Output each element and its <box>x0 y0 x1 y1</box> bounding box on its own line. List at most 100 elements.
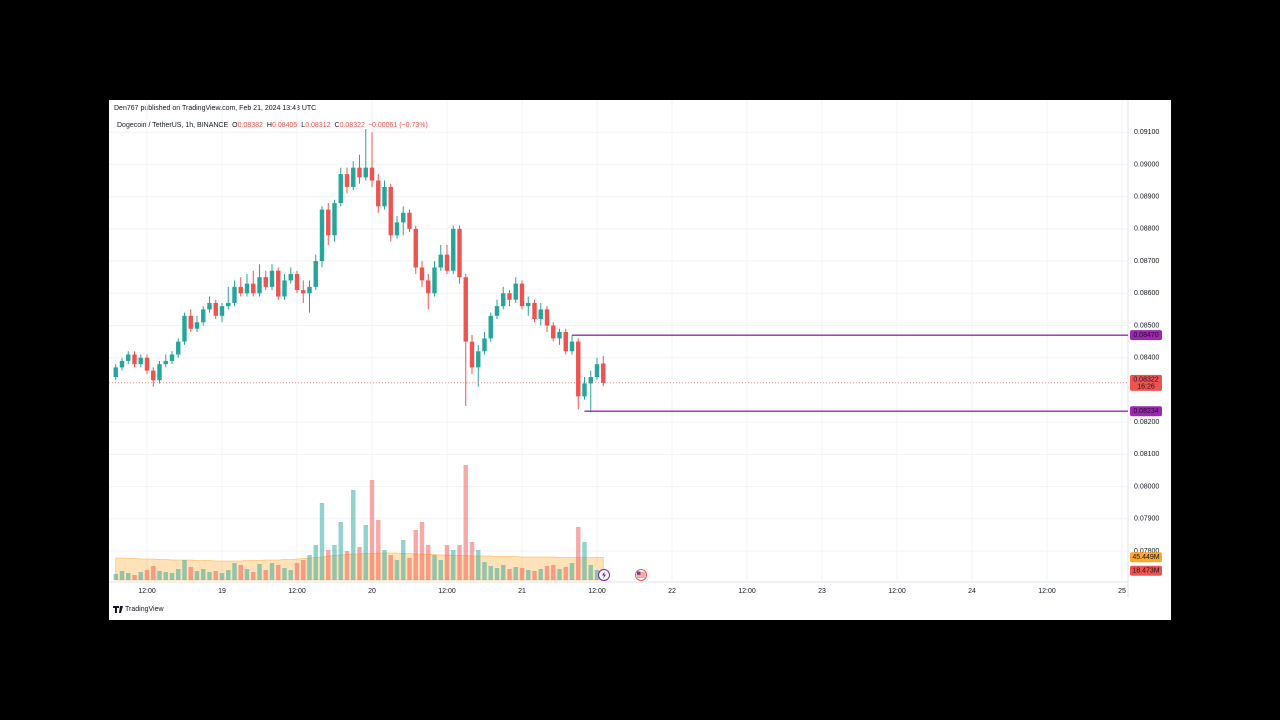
volume-label: 18.473M <box>1132 568 1159 575</box>
volume-bar <box>463 465 468 580</box>
volume-bar <box>232 563 237 580</box>
footer: TradingView <box>125 606 164 613</box>
volume-bar <box>563 567 568 580</box>
candle-body <box>469 341 475 368</box>
candle-body <box>244 283 250 294</box>
x-tick-label: 20 <box>368 588 376 595</box>
volume-bar <box>426 545 431 580</box>
volume-bar <box>432 555 437 580</box>
y-tick-label: 0.08800 <box>1134 226 1159 233</box>
candle-body <box>551 325 556 339</box>
volume-bar <box>182 560 187 580</box>
volume-bar <box>394 560 400 580</box>
candle-body <box>482 338 487 352</box>
volume-bar <box>238 565 243 580</box>
volume-bar <box>269 563 275 580</box>
candle-body <box>519 283 525 307</box>
candle-body <box>594 364 600 378</box>
volume-bar <box>594 570 600 580</box>
volume-bar <box>251 572 256 580</box>
volume-bar <box>263 570 268 580</box>
volume-bar <box>176 569 181 580</box>
publisher: Den767 published on TradingView.com, Feb… <box>114 105 316 112</box>
volume-bar <box>376 520 381 580</box>
y-tick-label: 0.08100 <box>1134 451 1159 458</box>
candle-body <box>301 290 306 294</box>
candle-body <box>132 354 137 365</box>
volume-bar <box>551 565 556 580</box>
y-tick-label: 0.07800 <box>1134 548 1159 555</box>
volume-bar <box>163 572 168 580</box>
volume-bar <box>482 562 487 580</box>
volume-bar <box>344 551 350 580</box>
candle-body <box>576 341 581 397</box>
x-tick-label: 19 <box>218 588 226 595</box>
volume-bar <box>126 573 131 580</box>
candle-body <box>526 302 531 307</box>
event-icon-glyph <box>637 571 641 575</box>
volume-bar <box>401 540 406 580</box>
change: −0.00061 (−0.73%) <box>368 122 428 129</box>
volume-bar <box>338 522 343 580</box>
volume-bar <box>494 568 500 580</box>
event-icons[interactable] <box>598 569 647 581</box>
volume-bar <box>507 569 512 580</box>
candle-body <box>157 364 162 381</box>
candle-body <box>163 360 168 365</box>
candle-body <box>201 309 206 323</box>
candle-body <box>444 254 450 271</box>
candle-body <box>501 293 506 307</box>
candle-body <box>238 286 243 294</box>
y-tick-label: 0.08700 <box>1134 258 1159 265</box>
candle-body <box>319 209 325 262</box>
x-tick-label: 24 <box>968 588 976 595</box>
volume-bar <box>194 571 200 580</box>
volume-bar <box>363 525 368 580</box>
candle-body <box>532 302 537 320</box>
volume-bar <box>207 572 212 580</box>
candle-body <box>344 174 350 187</box>
volume-bar <box>332 545 337 580</box>
candle-body <box>169 354 175 361</box>
volume-bar <box>294 563 300 580</box>
volume-bar <box>476 550 481 580</box>
volume-bar <box>257 564 262 580</box>
level-box <box>1130 406 1162 417</box>
volume-bar <box>157 571 162 580</box>
candle-body <box>226 302 231 307</box>
volume-ma-box <box>1130 552 1162 563</box>
candle-body <box>194 322 200 329</box>
candle-body <box>394 222 400 236</box>
x-tick-label: 12:00 <box>138 588 156 595</box>
volume-bar <box>213 571 218 580</box>
y-tick-label: 0.09100 <box>1134 129 1159 136</box>
candle-body <box>588 377 593 384</box>
y-tick-label: 0.08000 <box>1134 483 1159 490</box>
volume-bar <box>469 542 475 580</box>
volume-bar <box>582 542 587 580</box>
volume-bar <box>288 570 293 580</box>
y-tick-label: 0.08200 <box>1134 419 1159 426</box>
last-price-box <box>1130 374 1162 391</box>
ohlc-value: 0.08405 <box>272 122 297 129</box>
candle-body <box>126 354 131 361</box>
volume-bar <box>569 563 575 580</box>
volume-bar <box>419 522 425 580</box>
candle-body <box>313 261 318 287</box>
candle-body <box>207 302 212 310</box>
candle-body <box>457 228 462 278</box>
chart-panel <box>109 100 1171 620</box>
candle-body <box>494 306 500 316</box>
volume-bar <box>132 575 137 580</box>
x-tick-label: 12:00 <box>588 588 606 595</box>
footer-logo <box>113 606 123 613</box>
volume-bar <box>219 573 225 580</box>
x-tick-label: 12:00 <box>1038 588 1056 595</box>
candle-body <box>438 254 443 268</box>
volume-bar <box>576 527 581 580</box>
volume-bar <box>119 571 125 580</box>
y-tick-label: 0.08600 <box>1134 290 1159 297</box>
volume-bar <box>382 550 387 580</box>
volume-bar <box>538 569 543 580</box>
